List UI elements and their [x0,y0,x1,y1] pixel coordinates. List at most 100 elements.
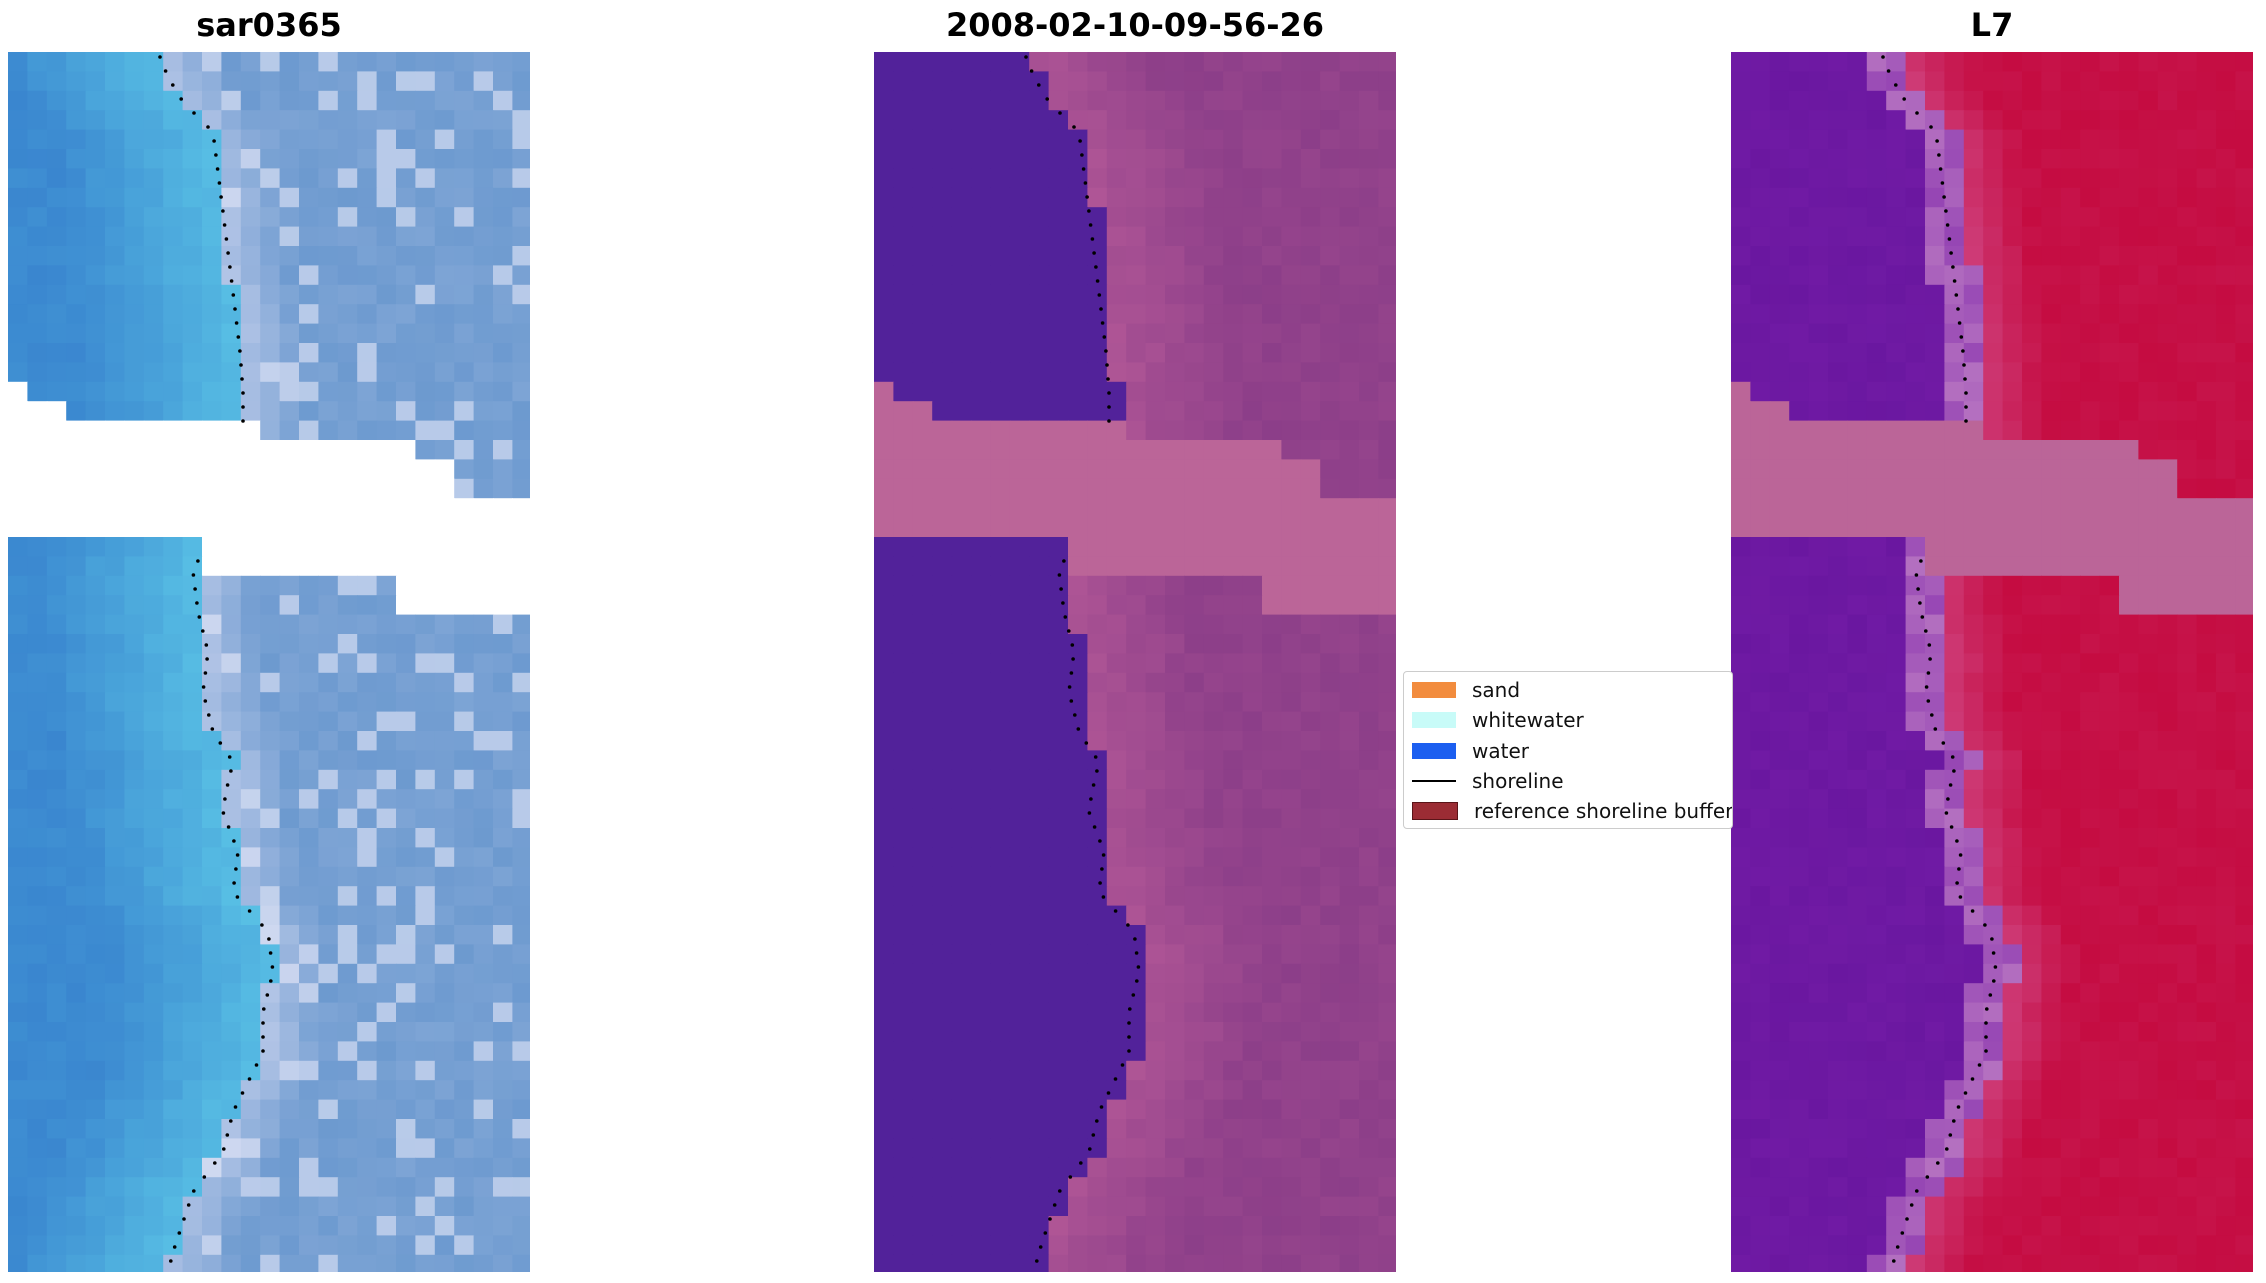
pixel-cell [1281,828,1302,848]
pixel-cell [1106,517,1127,538]
pixel-cell [990,304,1011,325]
pixel-cell [1378,1022,1396,1042]
pixel-cell [1087,672,1108,693]
pixel-cell [1165,52,1185,72]
pixel-cell [1963,886,1984,907]
pixel-cell [1087,90,1108,111]
pixel-cell [240,110,261,131]
pixel-cell [1242,886,1263,907]
pixel-cell [1262,789,1282,810]
pixel-cell [66,187,87,208]
pixel-cell [2002,343,2023,363]
pixel-cell [1828,149,1848,169]
pixel-cell [1847,925,1868,945]
pixel-cell [318,653,339,674]
pixel-cell [874,1002,894,1023]
pixel-cell [874,129,894,150]
pixel-cell [1068,1041,1088,1062]
pixel-cell [1769,420,1790,441]
pixel-cell [1068,789,1088,810]
pixel-cell [2022,187,2042,208]
pixel-cell [1963,711,1984,732]
pixel-cell [1789,847,1810,868]
pixel-cell [1769,866,1790,887]
pixel-cell [454,1235,475,1256]
pixel-cell [1359,207,1379,228]
pixel-cell [27,1216,48,1236]
pixel-cell [1242,459,1263,480]
pixel-cell [1359,672,1379,693]
pixel-cell [1087,1041,1108,1062]
pixel-cell [1905,808,1926,829]
pixel-cell [415,653,436,674]
pixel-cell [893,401,914,422]
pixel-cell [2060,323,2081,344]
pixel-cell [221,1002,242,1023]
pixel-cell [951,381,972,402]
pixel-cell [951,478,972,499]
pixel-cell [376,381,397,402]
pixel-cell [454,149,475,169]
pixel-cell [1262,614,1282,635]
pixel-cell [893,789,914,810]
pixel-cell [337,537,358,557]
pixel-cell [951,925,972,945]
pixel-cell [1789,90,1810,111]
pixel-cell [85,1002,106,1023]
pixel-cell [1281,226,1302,247]
shoreline-point [1102,335,1107,339]
pixel-cell [1847,401,1868,422]
pixel-cell [2235,265,2253,286]
pixel-cell [1359,440,1379,460]
pixel-cell [299,168,319,189]
pixel-cell [493,129,513,150]
pixel-cell [893,828,914,848]
shoreline-point [241,391,245,395]
pixel-cell [874,750,894,771]
pixel-cell [493,90,513,111]
pixel-cell [27,304,48,325]
pixel-cell [1886,653,1907,674]
pixel-cell [990,517,1011,538]
pixel-cell [1378,362,1396,383]
pixel-cell [1087,711,1108,732]
pixel-cell [143,129,164,150]
pixel-cell [357,828,378,848]
pixel-cell [1165,149,1185,169]
pixel-cell [2235,1060,2253,1081]
pixel-cell [990,925,1011,945]
pixel-cell [1750,963,1771,984]
pixel-cell [299,1216,319,1236]
pixel-cell [1068,362,1088,383]
pixel-cell [1145,168,1166,189]
pixel-cell [454,1254,475,1272]
pixel-cell [512,246,530,266]
pixel-cell [105,246,125,266]
pixel-cell [2099,847,2120,868]
pixel-cell [1281,944,1302,965]
pixel-cell [357,634,378,654]
pixel-cell [279,1119,300,1139]
pixel-cell [337,692,358,713]
pixel-cell [1203,828,1224,848]
pixel-cell [337,731,358,751]
pixel-cell [2022,401,2042,422]
pixel-cell [912,789,933,810]
pixel-cell [376,731,397,751]
pixel-cell [1223,614,1244,635]
pixel-cell [1126,595,1147,616]
pixel-cell [1808,634,1829,654]
shoreline-point [171,83,175,87]
pixel-cell [396,71,416,92]
pixel-cell [1203,711,1224,732]
pixel-cell [512,672,530,693]
pixel-cell [2099,886,2120,907]
pixel-cell [1828,537,1848,557]
pixel-cell [337,595,358,616]
pixel-cell [874,925,894,945]
pixel-cell [376,575,397,596]
pixel-cell [66,381,87,402]
pixel-cell [1983,653,2004,674]
pixel-cell [105,149,125,169]
pixel-cell [66,168,87,189]
